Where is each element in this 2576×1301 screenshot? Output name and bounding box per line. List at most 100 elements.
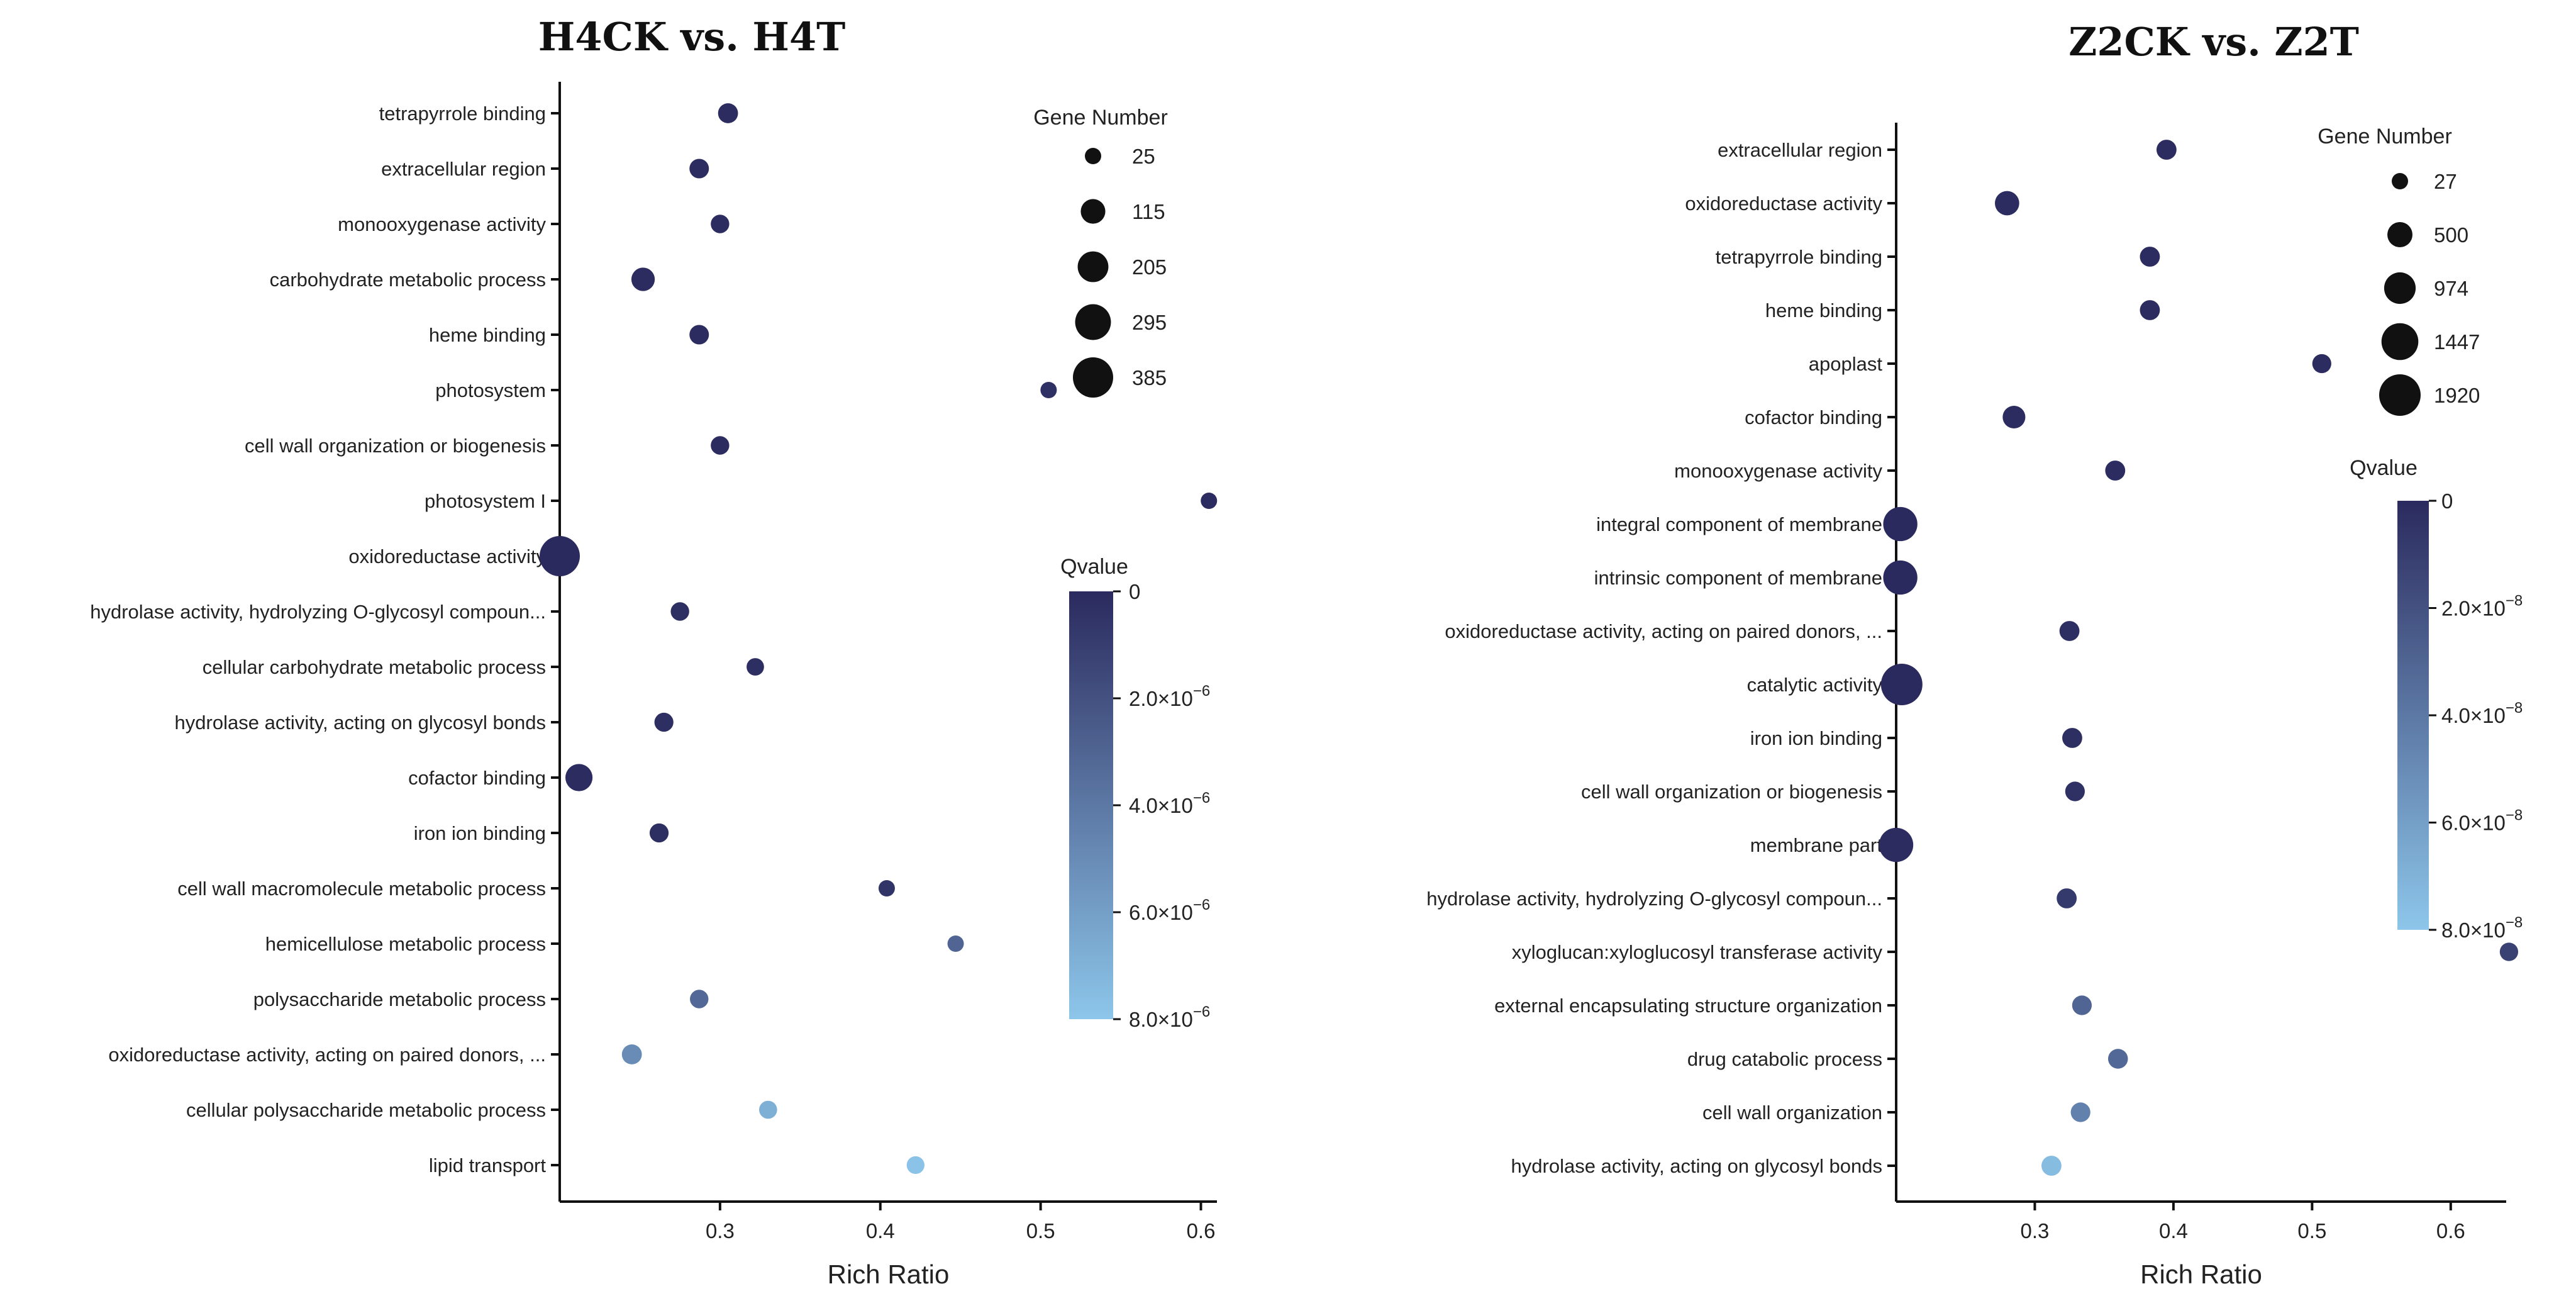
data-point: [2499, 942, 2519, 961]
size-legend-label: 205: [1132, 255, 1167, 279]
y-tick-label: oxidoreductase activity: [348, 545, 546, 567]
color-legend-bar: [1069, 591, 1113, 1019]
color-legend-label: 0: [1129, 580, 1140, 603]
data-point: [718, 103, 738, 123]
y-tick-label: hydrolase activity, acting on glycosyl b…: [175, 712, 546, 734]
chart-title: Z2CK vs. Z2T: [2068, 19, 2359, 65]
size-legend-title: Gene Number: [2318, 125, 2452, 148]
y-tick-label: apoplast: [1809, 353, 1883, 375]
data-point: [2140, 247, 2160, 267]
chart-title: H4CK vs. H4T: [538, 14, 846, 60]
color-legend-label: 8.0×10−8: [2441, 914, 2523, 942]
size-legend-label: 115: [1132, 200, 1165, 223]
y-tick-label: external encapsulating structure organiz…: [1494, 995, 1882, 1017]
size-legend-dot: [2379, 374, 2421, 416]
size-legend-title: Gene Number: [1033, 106, 1168, 130]
y-tick-label: cellular carbohydrate metabolic process: [203, 656, 546, 678]
y-tick-label: drug catabolic process: [1687, 1048, 1882, 1070]
y-tick-label: monooxygenase activity: [338, 213, 546, 235]
y-tick-label: heme binding: [1765, 299, 1882, 321]
size-legend-dot: [1080, 199, 1106, 224]
y-tick-label: cell wall macromolecule metabolic proces…: [177, 878, 546, 900]
x-tick-label: 0.3: [2021, 1219, 2050, 1242]
y-tick-label: photosystem: [435, 379, 546, 401]
data-point: [689, 159, 709, 179]
y-tick-label: iron ion binding: [1750, 727, 1882, 749]
data-point: [747, 658, 764, 676]
y-tick-label: oxidoreductase activity, acting on paire…: [108, 1044, 546, 1066]
color-legend-title: Qvalue: [1060, 555, 1128, 579]
x-axis-label: Rich Ratio: [828, 1259, 950, 1289]
color-legend-bar: [2397, 501, 2429, 930]
y-tick-label: oxidoreductase activity, acting on paire…: [1445, 620, 1882, 642]
data-point: [2072, 995, 2092, 1015]
x-tick-label: 0.6: [1187, 1219, 1216, 1242]
data-point: [689, 325, 709, 345]
x-axis-label: Rich Ratio: [2140, 1259, 2262, 1289]
size-legend-dot: [1075, 304, 1111, 340]
size-legend-dot: [2392, 173, 2408, 189]
y-tick-label: photosystem I: [425, 490, 546, 512]
color-legend-label: 8.0×10−6: [1129, 1003, 1210, 1031]
x-tick-label: 0.4: [866, 1219, 895, 1242]
data-point: [1879, 827, 1914, 863]
x-tick-label: 0.4: [2159, 1219, 2188, 1242]
size-legend-dot: [1085, 148, 1101, 164]
y-tick-label: hydrolase activity, hydrolyzing O-glycos…: [90, 601, 546, 623]
size-legend-label: 295: [1132, 311, 1167, 334]
y-tick-label: lipid transport: [429, 1154, 546, 1176]
y-tick-label: cell wall organization or biogenesis: [1581, 781, 1882, 803]
data-point: [690, 990, 709, 1008]
y-tick-label: intrinsic component of membrane: [1594, 567, 1882, 589]
data-point: [711, 215, 730, 233]
data-point: [759, 1100, 777, 1119]
x-tick-label: 0.5: [2297, 1219, 2326, 1242]
x-tick-label: 0.5: [1026, 1219, 1055, 1242]
data-point: [2312, 354, 2331, 374]
size-legend-dot: [1077, 251, 1109, 282]
y-tick-label: membrane part: [1750, 834, 1883, 856]
size-legend-dot: [2387, 222, 2412, 247]
data-point: [878, 880, 895, 896]
data-point: [654, 712, 674, 732]
y-tick-label: hydrolase activity, acting on glycosyl b…: [1511, 1155, 1882, 1177]
color-legend-label: 4.0×10−8: [2441, 700, 2523, 727]
data-point: [649, 823, 669, 843]
data-point: [2156, 140, 2177, 160]
size-legend-dot: [2381, 323, 2419, 360]
color-legend-label: 6.0×10−6: [1129, 896, 1210, 924]
y-tick-label: hydrolase activity, hydrolyzing O-glycos…: [1426, 888, 1882, 910]
color-legend-label: 2.0×10−8: [2441, 593, 2523, 620]
y-tick-label: heme binding: [429, 324, 546, 346]
size-legend-label: 1920: [2434, 384, 2480, 407]
data-point: [2002, 405, 2026, 429]
data-point: [947, 935, 964, 952]
data-point: [631, 267, 655, 291]
data-point: [670, 602, 689, 621]
y-tick-label: integral component of membrane: [1596, 513, 1882, 535]
y-tick-label: polysaccharide metabolic process: [253, 988, 546, 1010]
y-tick-label: extracellular region: [381, 158, 546, 180]
data-point: [1883, 506, 1918, 542]
data-point: [2107, 1049, 2128, 1069]
size-legend-label: 25: [1132, 145, 1155, 168]
size-legend-dot: [1073, 357, 1113, 398]
y-tick-label: tetrapyrrole binding: [1716, 246, 1882, 268]
data-point: [2057, 888, 2077, 908]
color-legend-label: 4.0×10−6: [1129, 790, 1210, 817]
data-point: [1201, 493, 1218, 509]
y-tick-label: tetrapyrrole binding: [379, 103, 546, 125]
chart-2: Z2CK vs. Z2T 0.3 0.4 0.5 0.6 Rich Ratio extrac…: [1426, 19, 2523, 1289]
data-point: [2041, 1156, 2062, 1176]
x-tick-label: 0.3: [706, 1219, 735, 1242]
y-tick-label: iron ion binding: [414, 822, 546, 844]
y-tick-label: cofactor binding: [408, 767, 546, 789]
data-point: [2065, 781, 2085, 801]
data-point: [1040, 382, 1057, 398]
size-legend-label: 385: [1132, 366, 1167, 389]
data-point: [906, 1156, 924, 1175]
y-tick-label: catalytic activity: [1747, 674, 1883, 696]
size-legend-dot: [2384, 272, 2416, 304]
data-point: [565, 764, 593, 791]
data-point: [1883, 560, 1918, 595]
